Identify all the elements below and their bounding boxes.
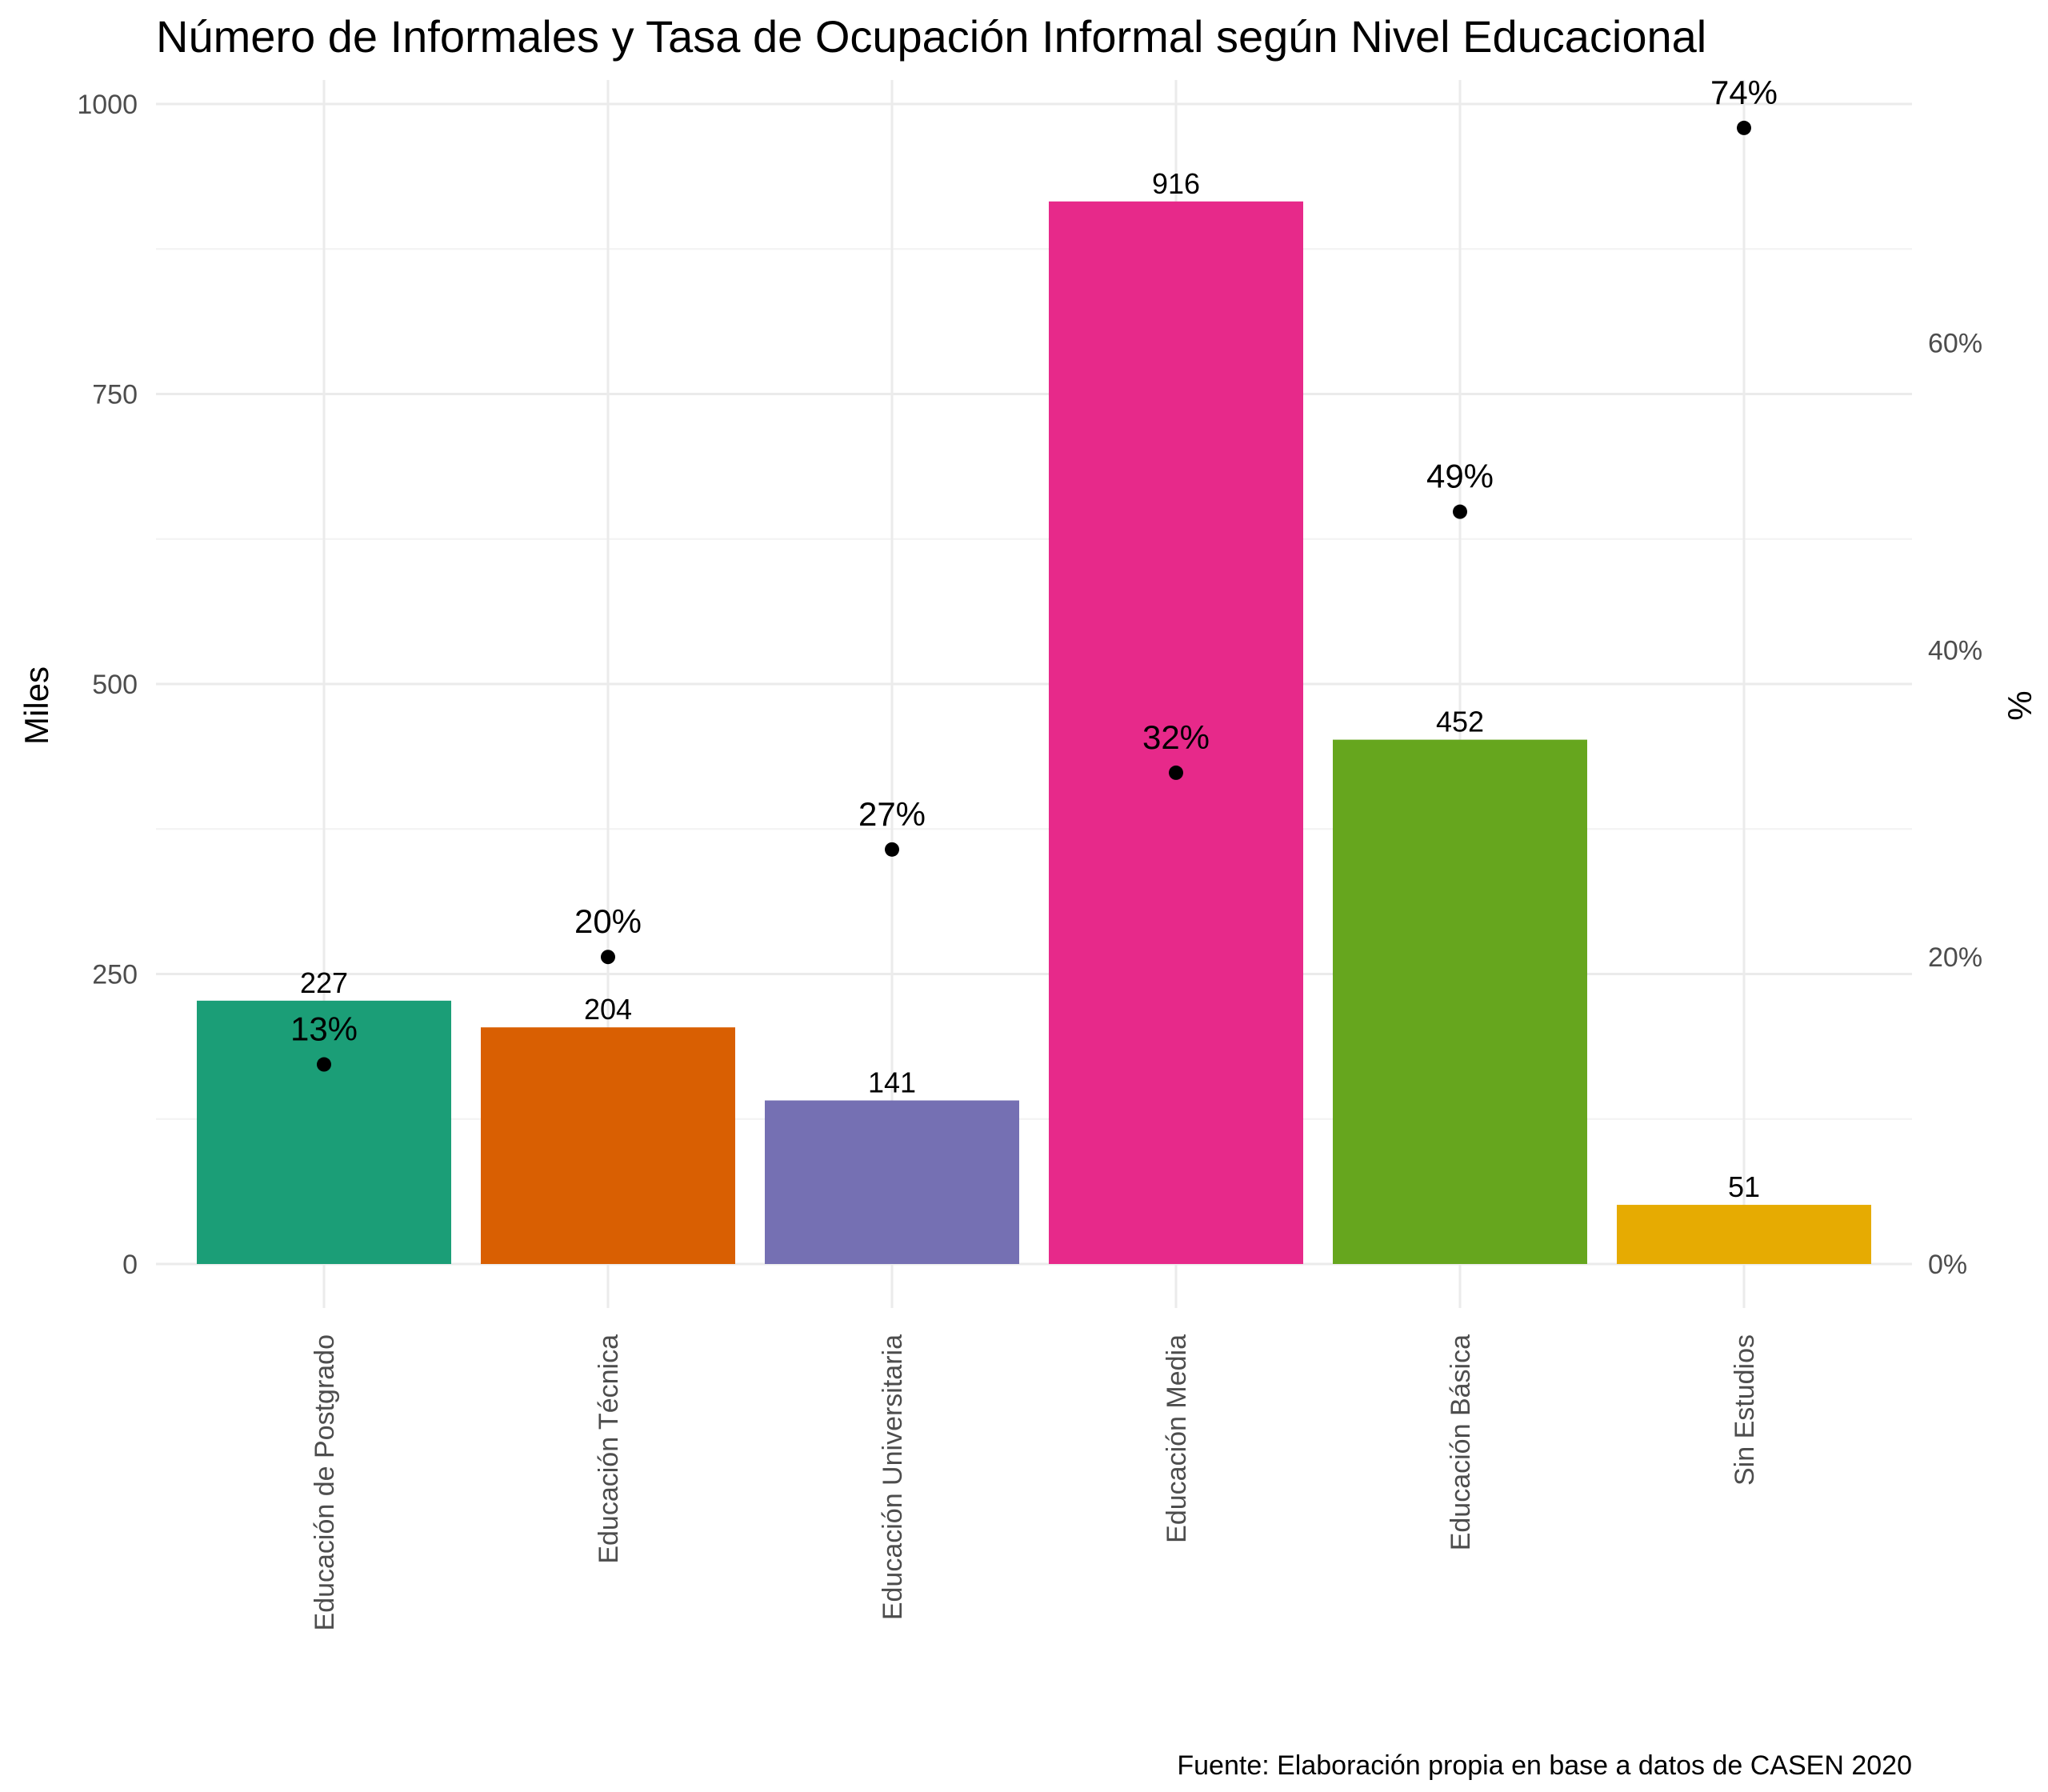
bar-value-label: 204 (584, 993, 632, 1026)
x-tick-label: Educación Básica (1446, 1334, 1476, 1550)
bar-value-label: 916 (1152, 167, 1200, 200)
y-tick-label: 0 (122, 1250, 138, 1280)
x-tick-label: Educación Media (1162, 1334, 1192, 1543)
y-tick-label: 500 (92, 670, 138, 700)
bar (1049, 201, 1303, 1264)
bar (197, 1000, 451, 1264)
x-axis-ticks: Educación de Postgrado Educación Técnica E… (310, 1334, 1760, 1631)
bars (197, 201, 1871, 1264)
chart-title: Número de Informales y Tasa de Ocupación… (156, 11, 1706, 62)
caption: Fuente: Elaboración propia en base a dat… (1177, 1750, 1912, 1781)
rate-label: 13% (290, 1010, 358, 1048)
percent-labels: 13% 20% 27% 32% 49% 74% (290, 74, 1778, 1048)
rate-point (1737, 120, 1751, 135)
rate-label: 32% (1142, 718, 1210, 756)
rate-point (885, 842, 899, 857)
bar (1333, 739, 1587, 1264)
x-tick-label: Educación de Postgrado (310, 1334, 340, 1630)
y-axis-title: Miles (18, 666, 55, 745)
y-tick-label: 250 (92, 960, 138, 990)
rate-point (601, 950, 615, 965)
y2-tick-label: 0% (1928, 1250, 1967, 1280)
x-tick-label: Sin Estudios (1730, 1334, 1760, 1486)
points (317, 120, 1751, 1072)
bar (765, 1100, 1019, 1264)
rate-point (1169, 765, 1183, 780)
y2-axis-ticks: 0% 20% 40% 60% (1928, 329, 1982, 1280)
y2-tick-label: 60% (1928, 329, 1982, 359)
rate-point (1453, 504, 1467, 519)
y2-tick-label: 20% (1928, 942, 1982, 973)
rate-label: 74% (1710, 74, 1778, 111)
bar-value-label: 227 (300, 966, 348, 999)
y-tick-label: 1000 (77, 90, 138, 120)
bar-value-label: 452 (1436, 706, 1484, 738)
y2-tick-label: 40% (1928, 635, 1982, 666)
y2-axis-title: % (2001, 690, 2038, 720)
bar (1617, 1205, 1871, 1264)
rate-label: 27% (858, 795, 926, 833)
rate-label: 49% (1426, 458, 1494, 495)
rate-point (317, 1057, 331, 1072)
bar (481, 1027, 735, 1264)
bar-value-label: 141 (868, 1066, 916, 1099)
bar-labels: 227 204 141 916 452 51 (300, 167, 1760, 1203)
bar-value-label: 51 (1728, 1170, 1760, 1203)
rate-label: 20% (574, 902, 642, 940)
x-tick-label: Educación Técnica (594, 1334, 624, 1564)
y-axis-ticks: 0 250 500 750 1000 (77, 90, 138, 1280)
y-tick-label: 750 (92, 380, 138, 410)
x-tick-label: Educación Universitaria (878, 1334, 908, 1620)
